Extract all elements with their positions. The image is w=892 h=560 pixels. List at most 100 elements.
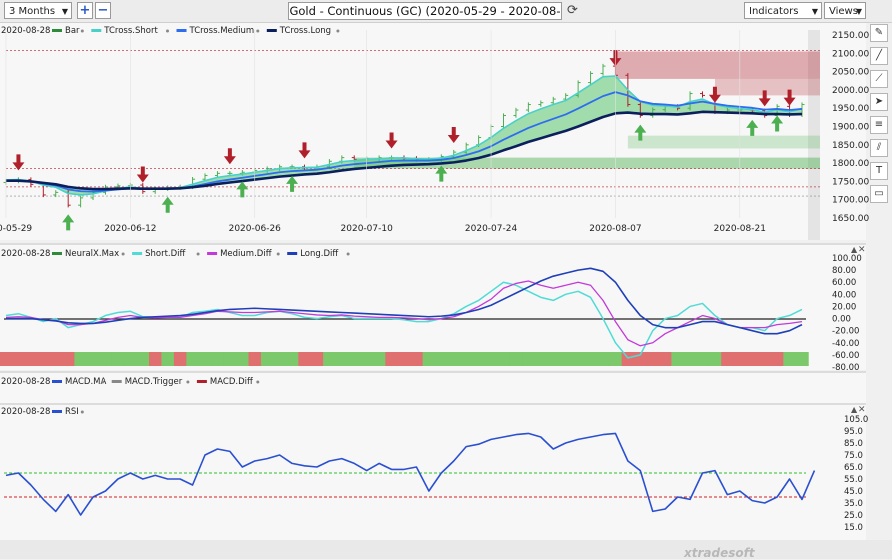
legend-settings-icon bbox=[196, 252, 200, 256]
neuralx-histogram-bar bbox=[609, 352, 623, 366]
price-scroll-strip[interactable] bbox=[808, 30, 820, 240]
rsi-y-tick-label: 75.0 bbox=[844, 451, 863, 461]
add-chart-button[interactable]: + bbox=[77, 2, 93, 19]
neuralx-histogram-bar bbox=[285, 352, 299, 366]
legend-swatch bbox=[176, 29, 187, 32]
price-x-tick-label: 2020-06-12 bbox=[104, 224, 156, 234]
buy-arrow-icon bbox=[435, 165, 448, 182]
indicators-select[interactable]: Indicators ▼ bbox=[744, 2, 822, 19]
line-tool-icon[interactable]: ╱ bbox=[870, 47, 888, 65]
legend-label: RSI bbox=[65, 407, 79, 417]
neuralx-y-tick-label: -20.00 bbox=[832, 327, 859, 337]
neuralx-histogram-bar bbox=[348, 352, 361, 366]
legend-settings-icon bbox=[80, 410, 84, 414]
legend-swatch bbox=[52, 380, 62, 383]
buy-arrow-icon bbox=[236, 181, 249, 198]
fib-tool-icon[interactable]: ≡ bbox=[870, 116, 888, 134]
price-y-tick-label: 1950.00 bbox=[832, 104, 869, 114]
sell-arrow-icon bbox=[223, 148, 236, 165]
neuralx-histogram-bar bbox=[186, 352, 200, 366]
collapse-icon[interactable]: ▲ bbox=[851, 245, 858, 254]
legend-settings-icon bbox=[186, 380, 190, 384]
neuralx-y-tick-label: 80.00 bbox=[832, 266, 856, 276]
channel-tool-icon[interactable]: ⫽ bbox=[870, 139, 888, 157]
indicators-label: Indicators bbox=[749, 6, 799, 17]
neuralx-histogram-bar bbox=[571, 352, 585, 366]
legend-label: TCross.Medium bbox=[189, 26, 255, 36]
drawing-tools: ✎ ╱ ⟋ ➤ ≡ ⫽ T ▭ bbox=[868, 24, 890, 208]
price-y-tick-label: 1800.00 bbox=[832, 159, 869, 169]
legend-settings-icon bbox=[80, 29, 84, 33]
neuralx-histogram-bar bbox=[111, 352, 125, 366]
neuralx-y-tick-label: -40.00 bbox=[832, 339, 859, 349]
period-select[interactable]: 3 Months ▼ bbox=[4, 2, 72, 19]
price-x-tick-label: 2020-07-24 bbox=[465, 224, 518, 234]
neuralx-histogram-bar bbox=[708, 352, 722, 366]
price-x-tick-label: 2020-06-26 bbox=[229, 224, 282, 234]
price-y-tick-label: 1650.00 bbox=[832, 214, 869, 224]
neuralx-histogram-bar bbox=[273, 352, 287, 366]
ray-tool-icon[interactable]: ⟋ bbox=[870, 70, 888, 88]
price-y-tick-label: 2050.00 bbox=[832, 68, 869, 78]
neuralx-histogram-bar bbox=[248, 352, 262, 366]
legend-swatch bbox=[91, 29, 102, 32]
price-x-axis: 2020-05-29 2020-06-12 2020-06-26 2020-07-10… bbox=[0, 30, 766, 234]
legends: 2020-08-28 Bar TCross.Short TCross.Medium TC… bbox=[1, 26, 350, 417]
legend-swatch bbox=[196, 380, 207, 383]
remove-chart-button[interactable]: − bbox=[95, 2, 111, 19]
neuralx-histogram-bar bbox=[621, 352, 635, 366]
views-select[interactable]: Views ▼ bbox=[824, 2, 866, 19]
neuralx-histogram-bar bbox=[198, 352, 212, 366]
sell-arrow-icon bbox=[298, 142, 311, 159]
neuralx-histogram-bar bbox=[795, 352, 809, 366]
buy-arrow-icon bbox=[771, 115, 784, 132]
neuralx-histogram-bar bbox=[770, 352, 784, 366]
neuralx-histogram-bar bbox=[99, 352, 113, 366]
price-y-tick-label: 2100.00 bbox=[832, 49, 869, 59]
close-icon[interactable]: ✕ bbox=[858, 405, 866, 415]
scroll-bar[interactable] bbox=[0, 540, 892, 559]
pencil-icon[interactable]: ✎ bbox=[870, 24, 888, 42]
neuralx-histogram-bar bbox=[335, 352, 349, 366]
neuralx-histogram-bar bbox=[658, 352, 672, 366]
price-y-tick-label: 1750.00 bbox=[832, 177, 869, 187]
sell-arrow-icon bbox=[385, 132, 398, 149]
note-tool-icon[interactable]: ▭ bbox=[870, 185, 888, 203]
neuralx-histogram-bar bbox=[547, 352, 560, 366]
neuralx-histogram-bar bbox=[0, 352, 13, 366]
neuralx-histogram-bar bbox=[746, 352, 759, 366]
neuralx-histogram-bar bbox=[223, 352, 237, 366]
buy-arrow-icon bbox=[62, 214, 75, 231]
neuralx-y-tick-label: 40.00 bbox=[832, 290, 856, 300]
neuralx-histogram-bar bbox=[173, 352, 187, 366]
range-zone bbox=[627, 135, 820, 149]
tcross-lines bbox=[5, 75, 803, 196]
close-icon[interactable]: ✕ bbox=[858, 245, 866, 255]
neuralx-y-tick-label: 20.00 bbox=[832, 302, 856, 312]
neuralx-y-tick-label: -80.00 bbox=[832, 363, 859, 373]
price-x-tick-label: 2020-08-07 bbox=[589, 224, 641, 234]
price-y-tick-label: 1900.00 bbox=[832, 123, 869, 133]
legend-swatch bbox=[111, 380, 122, 383]
neuralx-histogram-bar bbox=[310, 352, 324, 366]
sell-arrow-icon bbox=[12, 154, 25, 171]
neuralx-histogram-bar bbox=[124, 352, 138, 366]
buy-arrow-icon bbox=[161, 196, 174, 213]
neuralx-histogram bbox=[0, 352, 809, 366]
arrow-tool-icon[interactable]: ➤ bbox=[870, 93, 888, 111]
neuralx-histogram-bar bbox=[236, 352, 250, 366]
neuralx-histogram-bar bbox=[161, 352, 175, 366]
collapse-icon[interactable]: ▲ bbox=[851, 405, 858, 414]
text-tool-icon[interactable]: T bbox=[870, 162, 888, 180]
neuralx-histogram-bar bbox=[758, 352, 772, 366]
neuralx-histogram-bar bbox=[385, 352, 399, 366]
neuralx-histogram-bar bbox=[509, 352, 523, 366]
refresh-icon[interactable]: ⟳ bbox=[567, 3, 578, 18]
long-diff-line bbox=[6, 267, 803, 335]
neuralx-histogram-bar bbox=[372, 352, 386, 366]
range-zone bbox=[354, 157, 820, 169]
neuralx-histogram-bar bbox=[721, 352, 735, 366]
price-y-tick-label: 1850.00 bbox=[832, 141, 869, 151]
sell-arrow-icon bbox=[447, 126, 460, 143]
